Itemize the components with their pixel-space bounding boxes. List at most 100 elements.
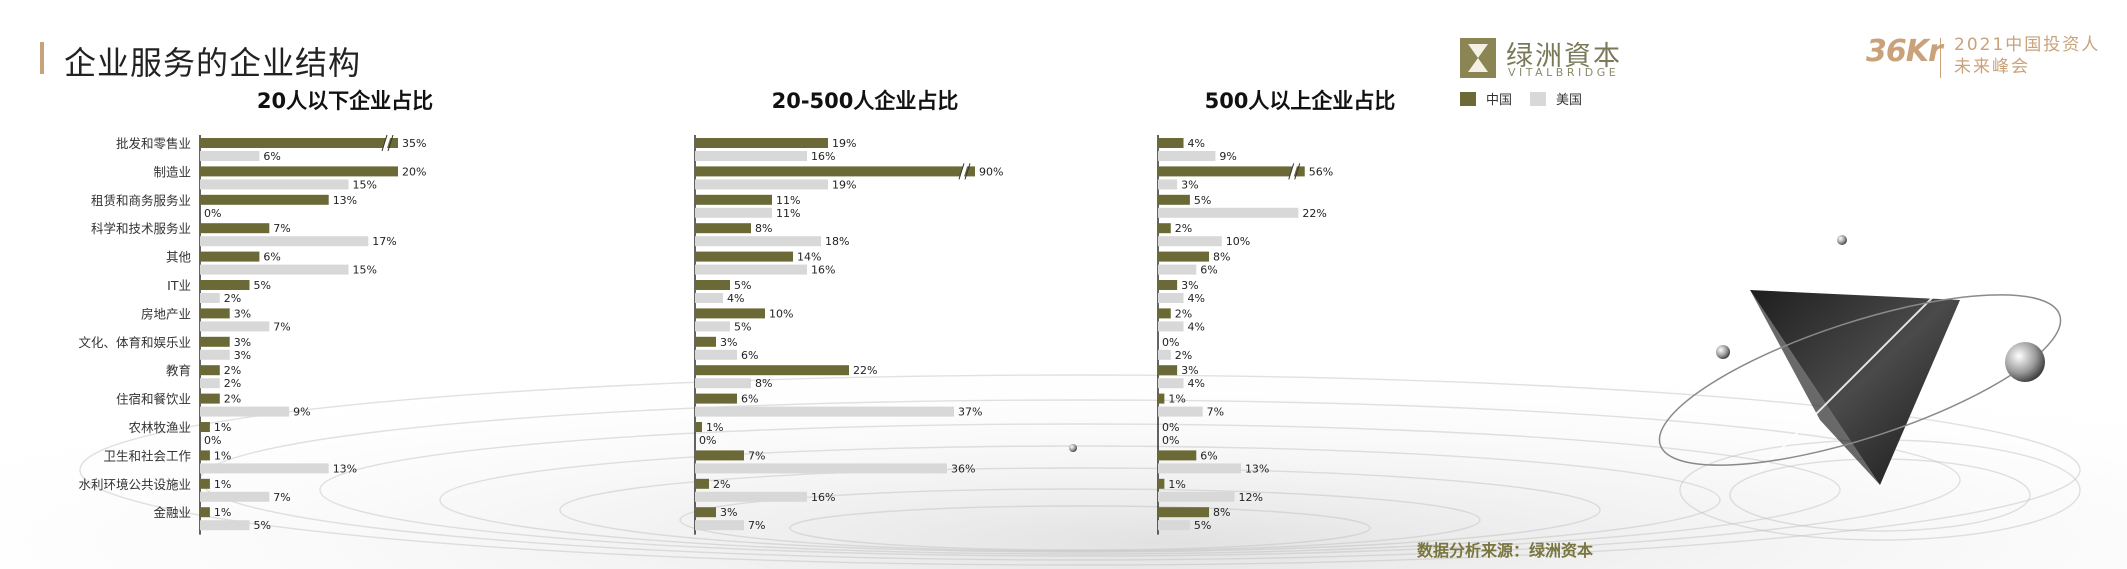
- bar-china: [695, 365, 849, 376]
- data-label: 7%: [748, 519, 765, 532]
- data-label: 7%: [273, 222, 290, 235]
- bar-usa: [1158, 236, 1222, 247]
- data-label: 9%: [293, 406, 310, 419]
- data-label: 1%: [214, 478, 231, 491]
- data-label: 7%: [273, 320, 290, 333]
- category-label: 农林牧渔业: [128, 420, 191, 435]
- bar-china: [200, 422, 210, 432]
- category-label: 教育: [166, 363, 191, 378]
- bar-china: [200, 478, 210, 489]
- event-name: 2021中国投资人 未来峰会: [1954, 34, 2100, 78]
- bar-china: [695, 450, 744, 461]
- data-label: 14%: [797, 251, 821, 264]
- data-label: 16%: [811, 264, 835, 277]
- data-label: 18%: [825, 235, 849, 248]
- bar-china: [1158, 194, 1190, 205]
- bar-usa: [200, 406, 290, 417]
- data-label: 4%: [1188, 292, 1205, 305]
- legend-label-usa: 美国: [1556, 93, 1583, 108]
- data-label: 7%: [748, 449, 765, 462]
- bar-usa: [1158, 321, 1184, 332]
- data-label: 1%: [214, 506, 231, 519]
- chart-legend: 中国 美国: [1460, 89, 1600, 108]
- bar-usa: [695, 520, 744, 531]
- bar-china: [695, 393, 737, 404]
- 36kr-logo: 36Kr: [1866, 34, 1943, 69]
- bar-usa: [200, 349, 230, 360]
- data-label: 15%: [353, 178, 377, 191]
- bar-china: [1158, 251, 1210, 262]
- axis-break-line: [381, 134, 388, 152]
- data-label: 2%: [224, 377, 241, 390]
- data-label: 6%: [741, 393, 758, 406]
- bar-china: [1158, 138, 1184, 148]
- data-label: 3%: [234, 307, 251, 320]
- data-label: 0%: [204, 434, 221, 447]
- data-label: 2%: [1175, 307, 1192, 320]
- data-label: 8%: [1213, 251, 1230, 264]
- category-label: 批发和零售业: [116, 136, 191, 151]
- data-label: 11%: [776, 207, 800, 220]
- data-label: 36%: [951, 462, 975, 475]
- bar-usa: [200, 293, 220, 303]
- logo-english-text: VITALBRIDGE: [1508, 66, 1620, 79]
- category-label: 住宿和餐饮业: [116, 392, 191, 407]
- category-label: 科学和技术服务业: [91, 221, 191, 236]
- bar-china: [200, 251, 260, 262]
- hourglass-icon: [1460, 38, 1496, 78]
- bar-usa: [695, 293, 723, 303]
- bar-usa: [200, 264, 349, 275]
- axis-break-line: [1294, 163, 1301, 180]
- data-label: 19%: [832, 178, 856, 191]
- data-label: 3%: [234, 336, 251, 349]
- data-label: 20%: [402, 165, 426, 178]
- bar-usa: [1158, 179, 1178, 190]
- bar-usa: [1158, 520, 1190, 531]
- data-label: 0%: [699, 434, 716, 447]
- category-label: 卫生和社会工作: [103, 448, 191, 463]
- axis-break-line: [387, 134, 394, 152]
- chart-title: 20-500人企业占比: [772, 89, 959, 113]
- bar-china: [695, 194, 772, 205]
- data-label: 9%: [1219, 150, 1236, 163]
- axis-break-line: [964, 163, 971, 180]
- data-label: 5%: [734, 279, 751, 292]
- legend-label-china: 中国: [1486, 93, 1513, 108]
- bar-usa: [1158, 491, 1235, 502]
- data-label: 5%: [734, 320, 751, 333]
- event-name-line1: 2021中国投资人: [1954, 35, 2101, 55]
- data-label: 1%: [706, 421, 723, 434]
- bar-usa: [695, 378, 751, 389]
- data-source: 数据分析来源：绿洲资本: [1417, 541, 1594, 560]
- bar-usa: [695, 349, 737, 360]
- bar-china: [1158, 280, 1178, 290]
- data-label: 0%: [1162, 434, 1179, 447]
- data-label: 22%: [853, 364, 877, 377]
- bar-usa: [695, 491, 807, 502]
- data-label: 6%: [1200, 449, 1217, 462]
- data-label: 6%: [263, 150, 280, 163]
- data-label: 10%: [1226, 235, 1250, 248]
- bar-china: [200, 507, 210, 518]
- chart-panel-3: 500人以上企业占比4%9%56%3%5%22%2%10%8%6%3%4%2%4…: [1157, 89, 1396, 535]
- bar-usa: [1158, 406, 1203, 417]
- chart-panel-2: 20-500人企业占比19%16%90%19%11%11%8%18%14%16%…: [694, 89, 1003, 535]
- data-label: 3%: [1181, 178, 1198, 191]
- legend-swatch-china: [1460, 91, 1476, 106]
- bar-usa: [1158, 463, 1241, 474]
- bar-china: [695, 478, 709, 489]
- data-label: 2%: [224, 292, 241, 305]
- data-label: 8%: [1213, 506, 1230, 519]
- bar-usa: [695, 321, 730, 332]
- axis-break-line: [958, 163, 965, 180]
- data-label: 37%: [958, 406, 982, 419]
- data-label: 4%: [1188, 137, 1205, 150]
- bar-china: [695, 422, 702, 432]
- data-label: 90%: [979, 165, 1003, 178]
- bar-china: [1158, 450, 1197, 461]
- bar-china: [200, 393, 220, 404]
- chart-title: 500人以上企业占比: [1205, 89, 1396, 113]
- data-label: 5%: [254, 519, 271, 532]
- bar-china: [200, 308, 230, 319]
